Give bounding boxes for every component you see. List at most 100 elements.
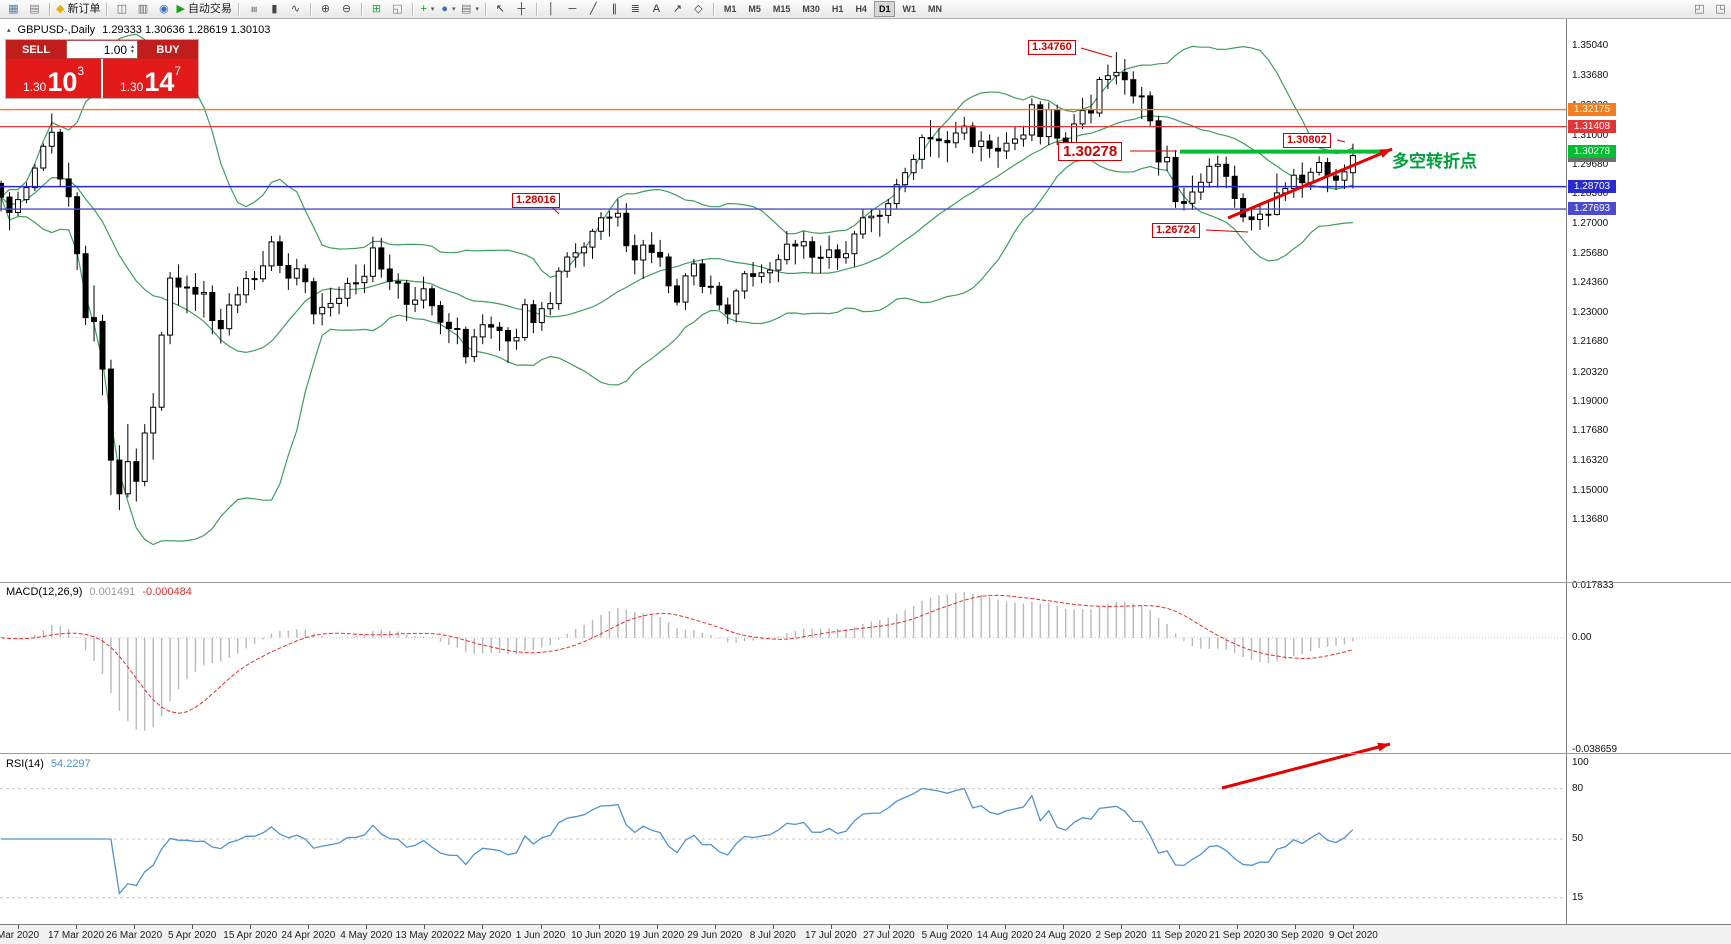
channel-tool-icon-glyph: ∥	[611, 2, 618, 15]
arrow-tool-icon-glyph: ↗	[672, 2, 682, 15]
objects-button[interactable]: ● ▾	[438, 1, 459, 18]
templates-button[interactable]: ▤ ▾	[459, 1, 481, 18]
text-tool-icon-glyph: A	[652, 2, 661, 15]
date-label: 2 Sep 2020	[1095, 930, 1147, 941]
date-label: 8 Jul 2020	[749, 930, 796, 941]
cursor-tool-icon[interactable]: ↖	[490, 1, 511, 18]
fibonacci-tool-icon[interactable]: ≣	[625, 1, 646, 18]
time-axis[interactable]: Mar 2020 17 Mar 2020 26 Mar 2020 5 Apr 2020…	[0, 924, 1731, 944]
arrow-tool-icon[interactable]: ↗	[667, 1, 688, 18]
new-chart-icon-glyph: ▦	[8, 2, 19, 15]
navigator-icon[interactable]: ◉	[153, 1, 174, 18]
chart-shift-icon[interactable]: ◰	[1689, 1, 1710, 18]
date-tick	[366, 925, 368, 929]
chart-canvas[interactable]	[0, 19, 1566, 924]
date-tick	[772, 925, 774, 929]
macd-scale-label: 0.017833	[1572, 580, 1614, 592]
zoom-out-icon[interactable]: ⊖	[336, 1, 357, 18]
bar-chart-icon[interactable]: ≡	[243, 1, 264, 18]
new-chart-icon[interactable]: ▦	[3, 1, 24, 18]
new-order-button[interactable]: ◆ 新订单	[54, 1, 102, 18]
turning-point-annotation: 多空转折点	[1392, 152, 1477, 171]
buy-price-button[interactable]: 1.30 14 7	[103, 59, 198, 98]
objects-button-dropdown-icon[interactable]: ▾	[452, 5, 456, 13]
panel-separator[interactable]	[0, 753, 1731, 754]
zoom-in-icon-glyph: ⊕	[320, 2, 331, 15]
chart-window-icon[interactable]: ◫	[111, 1, 132, 18]
macd-indicator-title: MACD(12,26,9) 0.001491 -0.000484	[6, 586, 192, 598]
volume-field[interactable]: 1.00 ▲ ▼	[66, 40, 138, 59]
tf-w1[interactable]: W1	[902, 4, 916, 14]
date-tick	[482, 925, 484, 929]
crosshair-tool-icon[interactable]: ┼	[511, 1, 532, 18]
price-tick: 1.19000	[1572, 395, 1609, 407]
new-order-button-label: 新订单	[67, 2, 101, 15]
candlestick-chart-icon[interactable]: ▮	[264, 1, 285, 18]
templates-button-dropdown-icon[interactable]: ▾	[475, 5, 479, 13]
text-tool-icon[interactable]: A	[646, 1, 667, 18]
toolbar-separator	[484, 2, 486, 16]
indicators-button[interactable]: + ▾	[417, 1, 438, 18]
zoom-in-icon[interactable]: ⊕	[315, 1, 336, 18]
callout-connector	[1336, 139, 1346, 143]
crosshair-tool-icon-glyph: ┼	[517, 2, 526, 15]
volume-value[interactable]: 1.00	[103, 42, 128, 57]
indicators-button-dropdown-icon[interactable]: ▾	[430, 5, 435, 13]
ask-pips: 14	[144, 67, 175, 97]
arrange-windows-icon[interactable]: ◱	[387, 1, 408, 18]
date-tick	[1121, 925, 1123, 929]
one-click-toggle-icon[interactable]: ▴	[7, 27, 11, 34]
tf-mn[interactable]: MN	[927, 4, 942, 14]
panel-separator[interactable]	[0, 582, 1731, 583]
rsi-scale-label: 100	[1572, 757, 1589, 768]
sell-button[interactable]: SELL	[6, 40, 66, 59]
trendline-tool-icon[interactable]: ╱	[583, 1, 604, 18]
tf-m1[interactable]: M1	[723, 4, 737, 14]
volume-up-icon[interactable]: ▲	[130, 43, 135, 50]
rsi-scale-label: 15	[1572, 891, 1584, 903]
new-order-button-glyph: ◆	[56, 2, 65, 15]
date-tick	[1237, 925, 1239, 929]
macd-scale-label: -0.038659	[1572, 743, 1618, 755]
date-label: 11 Sep 2020	[1151, 930, 1208, 941]
trend-arrow	[1227, 147, 1393, 220]
horizontal-line-tool-icon[interactable]: ─	[562, 1, 583, 18]
chart-shift-icon-glyph: ◰	[1694, 2, 1705, 15]
date-label: Mar 2020	[0, 930, 40, 941]
vertical-line-tool-icon-glyph: │	[547, 2, 555, 15]
line-chart-icon[interactable]: ∿	[285, 1, 306, 18]
sell-price-button[interactable]: 1.30 10 3	[6, 59, 101, 98]
price-scale[interactable]: 1.350401.336801.323201.310001.296801.283…	[1566, 19, 1731, 944]
tf-h1[interactable]: H1	[831, 4, 844, 14]
shapes-tool-icon[interactable]: ◇	[688, 1, 709, 18]
autoscroll-icon-glyph: ◳	[1715, 2, 1726, 15]
tf-d1[interactable]: D1	[873, 1, 896, 17]
toolbar-separator	[237, 2, 239, 16]
price-tick: 1.28360	[1572, 188, 1609, 200]
buy-button[interactable]: BUY	[138, 40, 198, 59]
autotrading-button[interactable]: ▶ 自动交易	[174, 1, 233, 18]
date-label: 5 Apr 2020	[167, 930, 217, 941]
tf-h4[interactable]: H4	[855, 4, 867, 14]
market-watch-icon[interactable]: ▥	[132, 1, 153, 18]
trendline-price-label: 1.30278	[1568, 144, 1616, 158]
vertical-line-tool-icon[interactable]: │	[541, 1, 562, 18]
trendline-tool-icon-glyph: ╱	[590, 2, 597, 15]
volume-down-icon[interactable]: ▼	[130, 48, 135, 55]
price-callout: 1.34760	[1028, 40, 1076, 55]
tf-m15[interactable]: M15	[772, 4, 791, 14]
autoscroll-icon[interactable]: ◳	[1710, 1, 1731, 18]
chart-window-icon-glyph: ◫	[116, 2, 128, 15]
symbol-period-label: GBPUSD-,Daily	[17, 24, 96, 36]
profiles-icon[interactable]: ▤	[24, 1, 45, 18]
date-label: 10 Jun 2020	[571, 930, 627, 941]
toolbar-separator	[309, 2, 311, 16]
channel-tool-icon[interactable]: ∥	[604, 1, 625, 18]
macd-panel	[0, 592, 1566, 731]
tile-windows-icon[interactable]: ⊞	[366, 1, 387, 18]
date-tick	[656, 925, 658, 929]
tf-m5[interactable]: M5	[748, 4, 761, 14]
volume-spinner[interactable]: ▲ ▼	[130, 43, 135, 55]
date-label: 27 Jul 2020	[863, 930, 915, 941]
tf-m30[interactable]: M30	[802, 4, 820, 14]
